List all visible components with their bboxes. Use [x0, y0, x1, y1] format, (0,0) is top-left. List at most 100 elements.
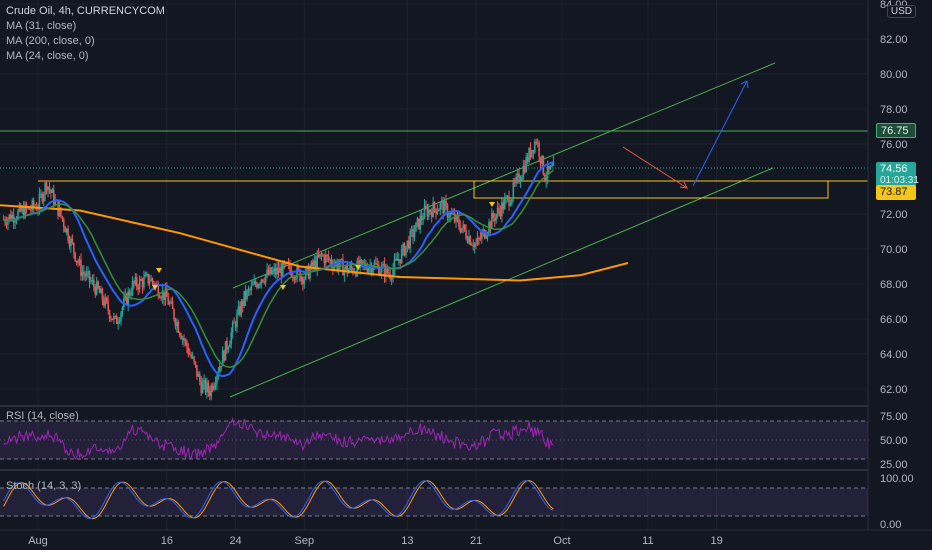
candle-body — [264, 275, 267, 283]
candle-body — [204, 379, 207, 393]
candle-body — [163, 290, 165, 301]
candle-body — [164, 288, 167, 301]
candle-body — [539, 157, 542, 164]
candle-body — [345, 265, 347, 269]
candle-body — [9, 214, 12, 221]
candle-body — [274, 268, 277, 275]
candle-body — [187, 347, 190, 355]
price-candles — [2, 138, 555, 401]
price-tick-label: 78.00 — [880, 104, 908, 116]
candle-body — [541, 155, 543, 164]
candle-body — [506, 196, 509, 198]
candle-body — [456, 214, 459, 219]
candle-body — [516, 173, 519, 177]
candle-body — [111, 318, 114, 320]
legend-ma-31[interactable]: MA (31, close) — [6, 20, 77, 32]
candle-body — [28, 206, 31, 210]
candle-body — [17, 210, 19, 219]
candle-body — [141, 280, 144, 288]
candle-body — [94, 286, 97, 295]
candle-body — [153, 282, 155, 287]
legend-ma-200[interactable]: MA (200, close, 0) — [6, 35, 95, 47]
candle-body — [171, 301, 174, 310]
candle-body — [551, 166, 553, 168]
candle-body — [465, 230, 467, 239]
candle-body — [452, 213, 454, 215]
stoch-label[interactable]: Stoch (14, 3, 3) — [6, 480, 82, 492]
price-tick-label: 82.00 — [880, 34, 908, 46]
candle-body — [525, 156, 527, 172]
candle-body — [144, 274, 147, 278]
candle-body — [140, 279, 142, 281]
candle-body — [436, 211, 439, 214]
candle-body — [271, 270, 274, 274]
candle-body — [522, 165, 525, 177]
candle-body — [58, 207, 61, 216]
candle-body — [93, 280, 95, 287]
signal-marker — [280, 285, 286, 290]
candle-body — [259, 283, 261, 285]
candle-body — [470, 244, 473, 246]
candle-body — [113, 316, 115, 320]
candle-body — [280, 267, 283, 277]
candle-body — [300, 277, 303, 281]
candle-body — [303, 279, 306, 285]
candle-body — [80, 259, 82, 276]
candle-body — [239, 306, 241, 315]
candle-body — [493, 217, 496, 221]
candle-body — [428, 209, 430, 217]
candle-body — [476, 237, 479, 245]
candle-body — [226, 341, 228, 350]
candle-body — [231, 322, 234, 333]
rsi-label[interactable]: RSI (14, close) — [6, 410, 79, 422]
candle-body — [327, 256, 330, 260]
candle-body — [62, 219, 65, 227]
down-arrow-head — [679, 181, 688, 189]
candle-body — [408, 240, 410, 249]
time-axis[interactable]: Aug 16 24 Sep 13 21 Oct 11 19 — [28, 535, 723, 547]
candle-body — [138, 279, 141, 290]
candle-body — [498, 207, 500, 211]
candle-body — [97, 281, 99, 289]
candle-body — [479, 238, 482, 240]
currency-button[interactable]: USD — [886, 5, 916, 18]
candle-body — [146, 273, 148, 275]
candle-body — [181, 337, 184, 340]
candle-body — [75, 260, 78, 262]
candle-body — [241, 301, 244, 306]
candle-body — [38, 194, 41, 209]
candle-body — [263, 281, 266, 283]
candle-body — [481, 233, 483, 239]
candle-body — [473, 243, 476, 247]
legend-ma-24[interactable]: MA (24, close, 0) — [6, 50, 89, 62]
stoch-tick-label: 100.00 — [880, 473, 914, 485]
candle-body — [32, 200, 35, 208]
candle-body — [229, 343, 231, 348]
symbol-title[interactable]: Crude Oil, 4h, CURRENCYCOM — [6, 5, 165, 17]
candle-body — [277, 267, 280, 273]
candle-body — [223, 350, 225, 361]
candle-body — [396, 258, 399, 261]
candle-body — [538, 142, 540, 158]
candle-body — [20, 205, 22, 212]
candle-body — [166, 288, 168, 297]
ma-24-line — [3, 169, 554, 368]
candle-body — [177, 321, 180, 333]
candle-body — [98, 288, 101, 294]
candle-body — [51, 189, 54, 194]
candle-body — [148, 281, 151, 284]
candle-body — [257, 284, 260, 288]
candle-body — [74, 252, 77, 261]
candle-body — [310, 261, 313, 269]
candle-body — [518, 173, 520, 183]
candle-body — [219, 365, 221, 373]
candle-body — [60, 207, 62, 217]
candle-body — [121, 307, 124, 313]
candle-body — [397, 259, 400, 261]
candle-body — [413, 231, 416, 238]
up-arrow — [692, 80, 748, 187]
candle-body — [449, 212, 452, 218]
candle-body — [475, 243, 477, 245]
time-tick-label: Oct — [553, 535, 570, 547]
